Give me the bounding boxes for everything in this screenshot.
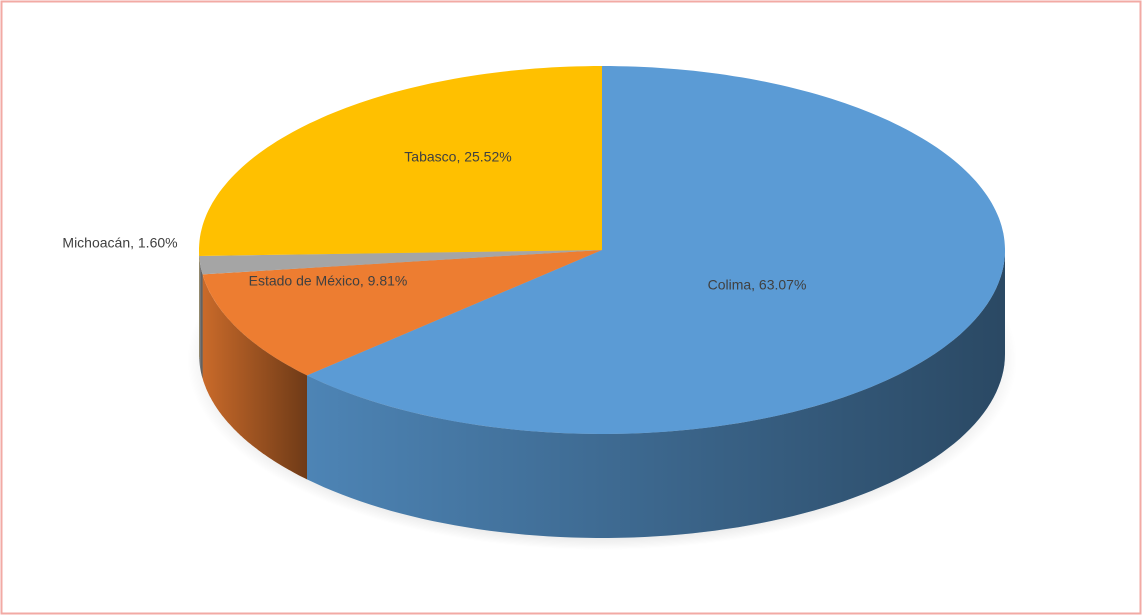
slice-side-shade (202, 274, 307, 480)
slice-side-shade (307, 250, 1005, 538)
slice (202, 250, 602, 376)
data-label: Estado de México, 9.81% (249, 273, 408, 289)
slice-side-shade (199, 256, 203, 379)
data-label: Michoacán, 1.60% (62, 235, 177, 251)
data-label: Tabasco, 25.52% (404, 149, 511, 165)
slice (307, 66, 1005, 434)
slice (199, 66, 602, 256)
data-label: Colima, 63.07% (708, 277, 807, 293)
slice (199, 250, 602, 275)
